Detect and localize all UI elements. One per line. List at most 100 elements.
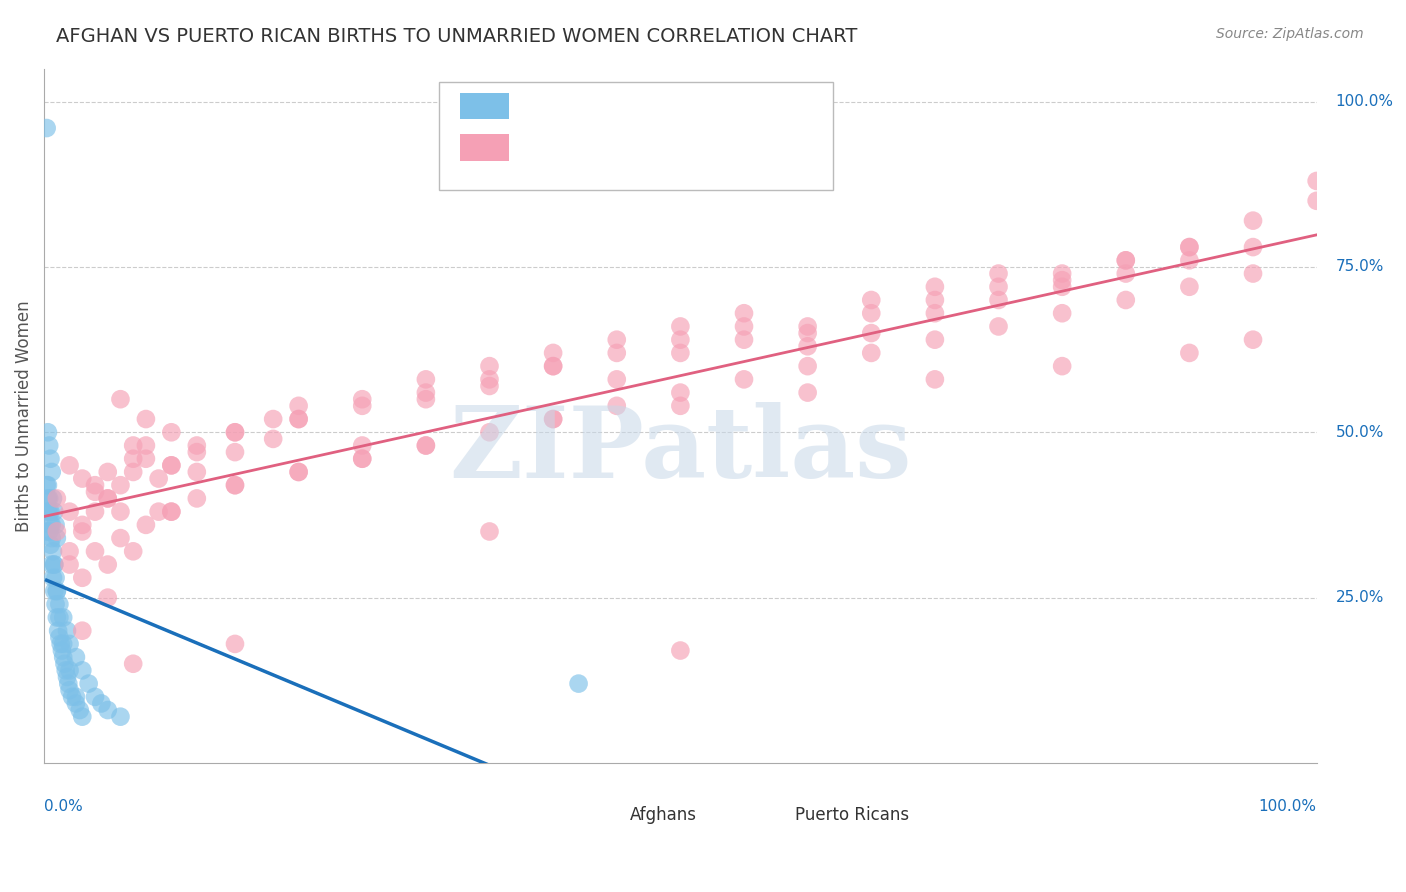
Point (606, 372, 628, 386)
Point (160, 505, 183, 519)
Point (44, 505, 66, 519)
Point (186, 491, 208, 506)
Point (72, 524, 94, 539)
Point (415, 385, 437, 400)
Point (97, 591, 120, 605)
Point (110, 531, 132, 545)
Point (1115, 267, 1137, 281)
Point (56, 624, 79, 638)
Point (224, 425, 246, 440)
Point (478, 372, 501, 386)
Point (924, 333, 946, 347)
Point (44, 558, 66, 572)
Point (60, 690, 83, 704)
Point (45, 524, 67, 539)
Point (1178, 253, 1201, 268)
Point (352, 438, 374, 452)
Point (796, 319, 818, 334)
Point (733, 319, 755, 334)
Point (1050, 359, 1073, 373)
Point (58, 505, 80, 519)
Point (65, 690, 87, 704)
Point (58, 558, 80, 572)
Point (110, 392, 132, 407)
Point (77, 676, 100, 690)
Point (669, 399, 692, 413)
Point (478, 524, 501, 539)
Point (352, 451, 374, 466)
Point (35, 524, 58, 539)
Point (97, 491, 120, 506)
Point (669, 319, 692, 334)
Point (56, 670, 79, 684)
Point (39, 517, 62, 532)
Point (72, 709, 94, 723)
Point (42, 544, 65, 558)
Point (160, 505, 183, 519)
Point (72, 624, 94, 638)
Point (84, 505, 107, 519)
Point (84, 690, 107, 704)
Text: 100.0%: 100.0% (1258, 799, 1316, 814)
Point (860, 293, 883, 307)
Point (65, 697, 87, 711)
Point (58, 458, 80, 473)
Point (97, 703, 120, 717)
Point (478, 379, 501, 393)
Point (669, 643, 692, 657)
Bar (460, 135, 509, 161)
Point (415, 438, 437, 452)
Point (48, 597, 70, 611)
Text: 50.0%: 50.0% (1336, 425, 1384, 440)
Point (987, 319, 1010, 334)
Point (924, 306, 946, 320)
Point (84, 478, 107, 492)
Point (541, 346, 564, 360)
Text: R = 0.603   N = 129: R = 0.603 N = 129 (524, 138, 714, 157)
Point (1050, 279, 1073, 293)
Point (65, 650, 87, 665)
Point (860, 306, 883, 320)
Point (860, 326, 883, 340)
Point (1115, 253, 1137, 268)
Point (924, 279, 946, 293)
Point (287, 465, 309, 479)
Point (122, 544, 145, 558)
Point (352, 451, 374, 466)
Point (58, 544, 80, 558)
Point (35, 121, 58, 136)
Bar (592, 807, 619, 822)
Point (224, 637, 246, 651)
Point (45, 584, 67, 599)
Point (987, 267, 1010, 281)
Point (84, 484, 107, 499)
Point (352, 399, 374, 413)
Point (415, 372, 437, 386)
Point (160, 425, 183, 440)
Text: 0.0%: 0.0% (44, 799, 83, 814)
Point (1305, 174, 1327, 188)
Point (39, 538, 62, 552)
Point (44, 558, 66, 572)
Point (987, 279, 1010, 293)
Point (669, 385, 692, 400)
Text: 100.0%: 100.0% (1336, 94, 1393, 109)
Point (90, 697, 112, 711)
Point (110, 478, 132, 492)
Point (1115, 253, 1137, 268)
Point (58, 664, 80, 678)
Point (733, 372, 755, 386)
Point (541, 412, 564, 426)
Text: Source: ZipAtlas.com: Source: ZipAtlas.com (1216, 27, 1364, 41)
Point (287, 465, 309, 479)
Point (122, 465, 145, 479)
Point (148, 505, 170, 519)
Point (606, 333, 628, 347)
Point (45, 597, 67, 611)
Point (45, 571, 67, 585)
Point (415, 392, 437, 407)
Point (733, 306, 755, 320)
Point (58, 676, 80, 690)
Point (1050, 273, 1073, 287)
Point (796, 339, 818, 353)
